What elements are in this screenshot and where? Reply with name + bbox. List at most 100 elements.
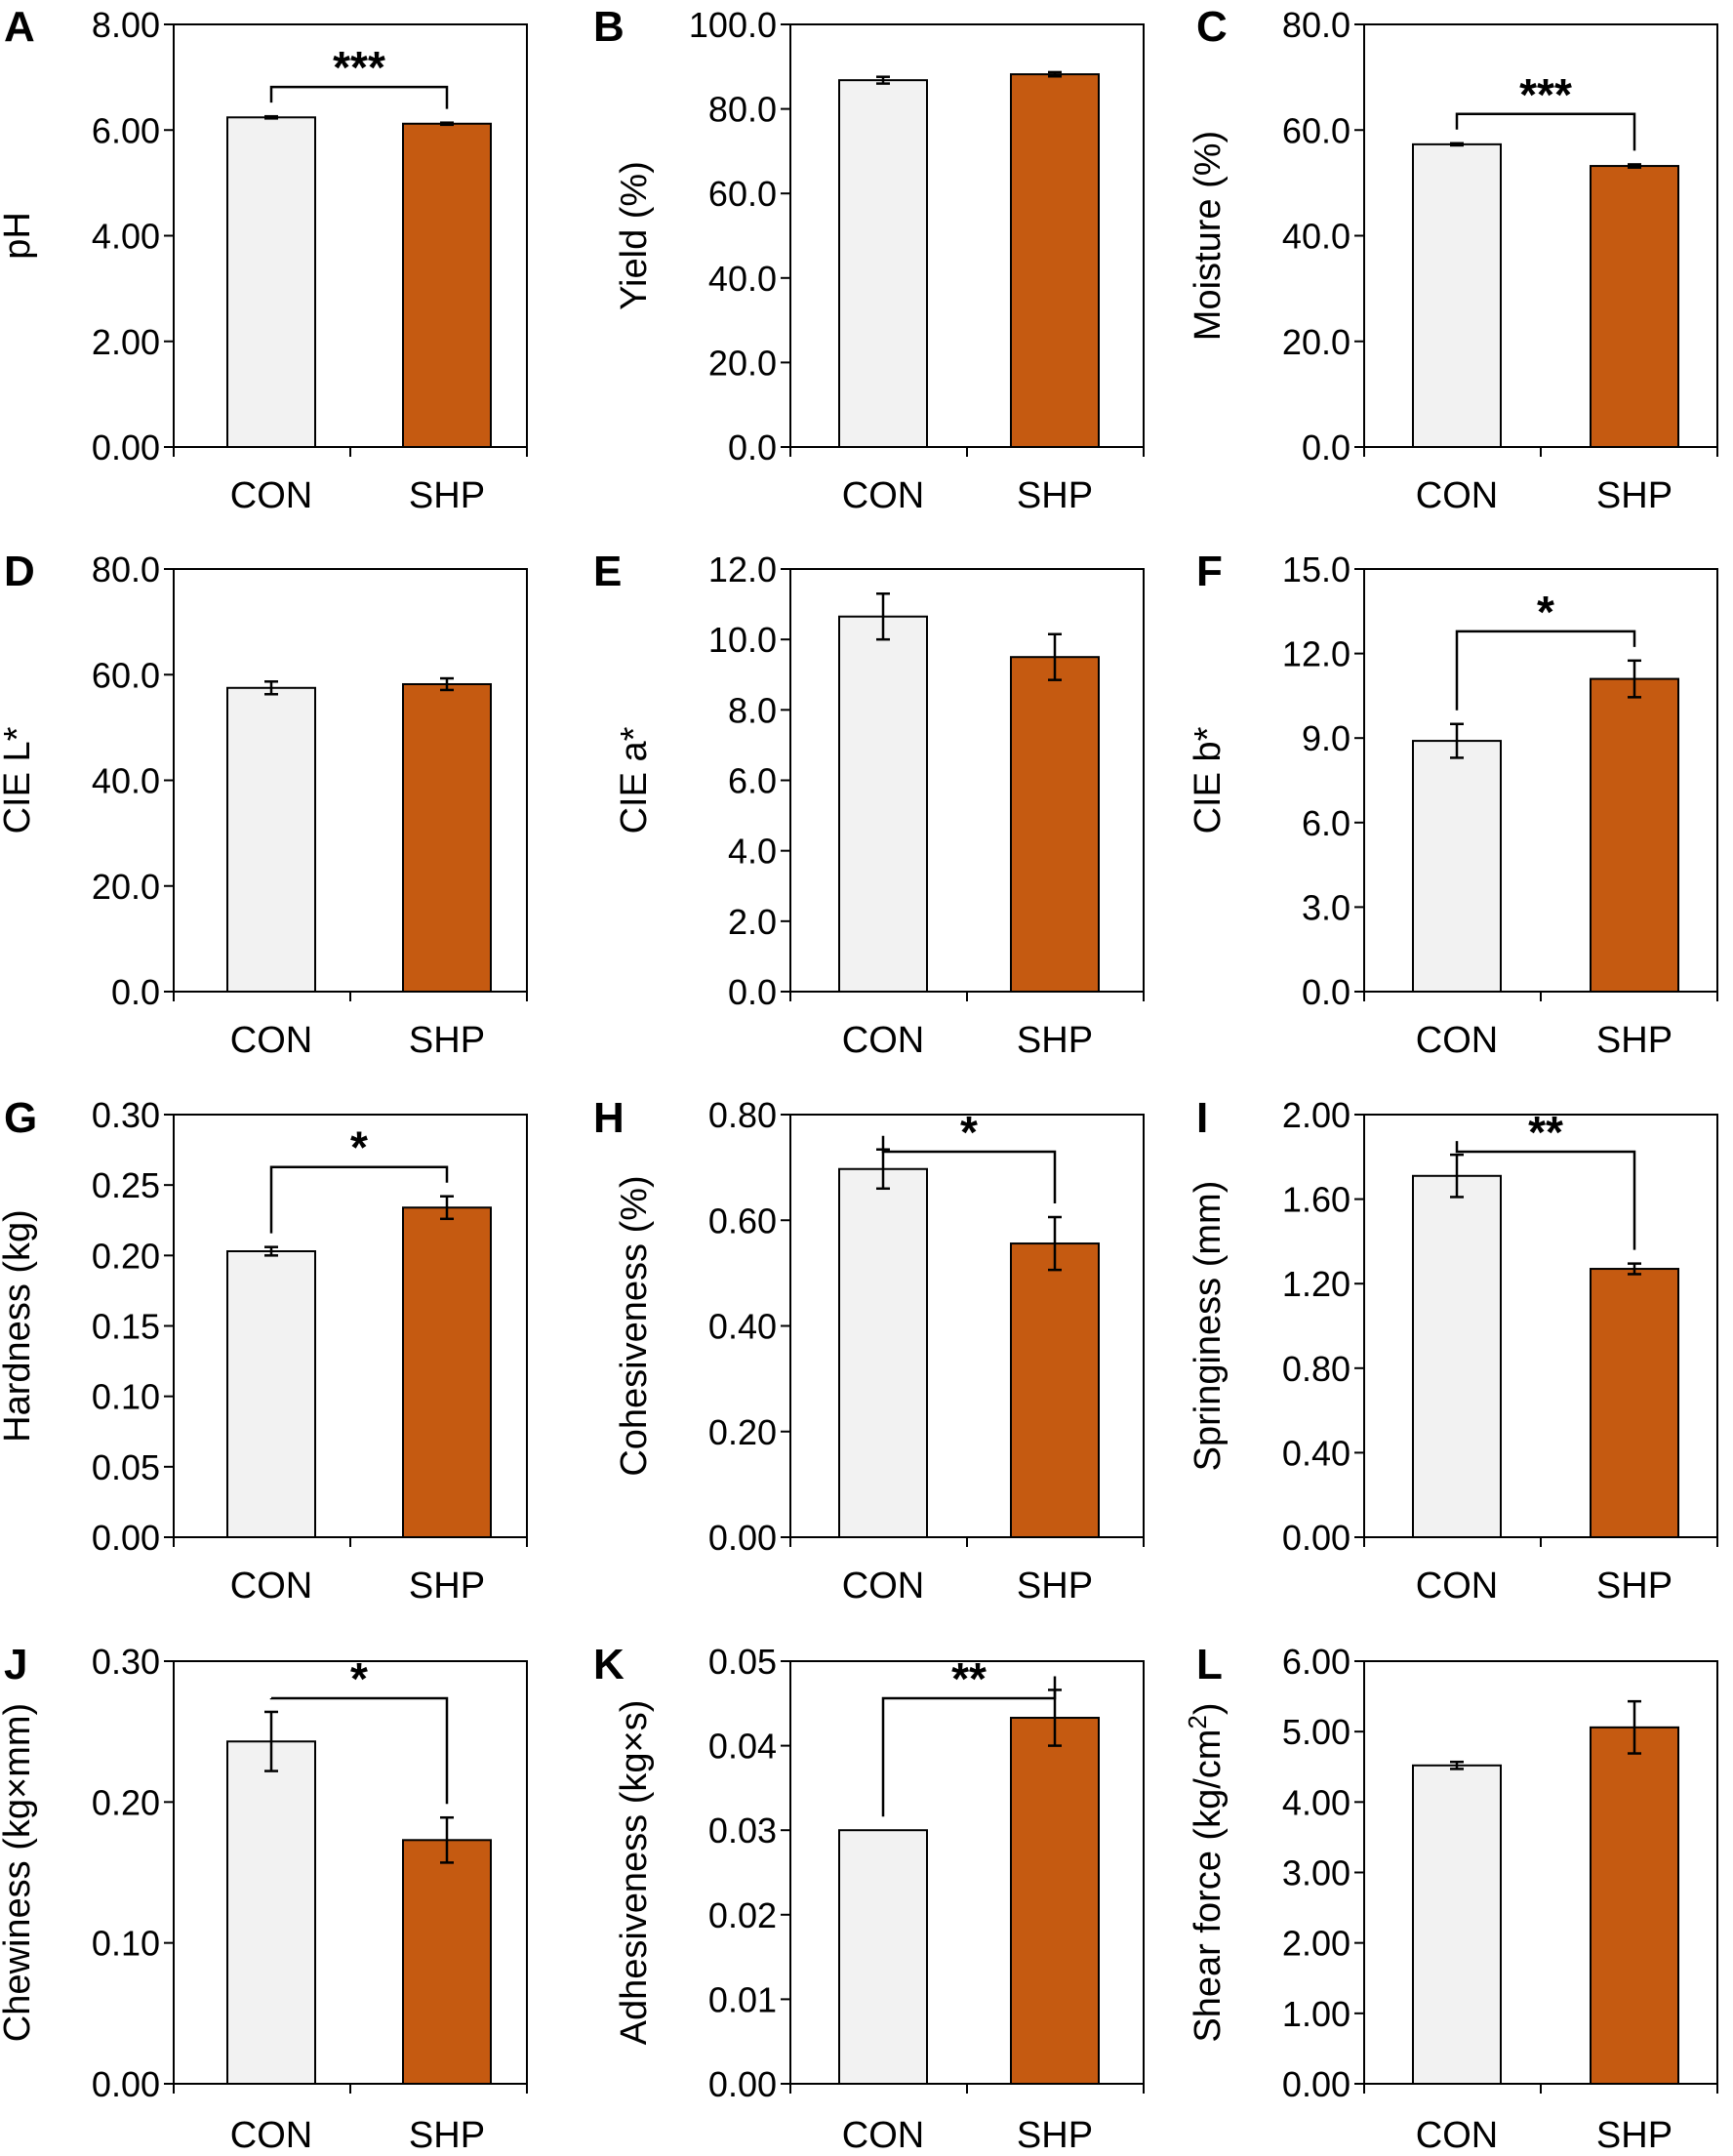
significance-bracket (269, 1165, 449, 1234)
significance-label: ** (951, 1653, 987, 1704)
chart-panel-d: D 0.0 20.0 40.0 60.0 80.0 CIE L* CON SHP (0, 548, 528, 1061)
y-tick-label: 12.0 (708, 549, 777, 590)
panel-letter: F (1196, 548, 1223, 595)
y-tick-label: 0.00 (1282, 1518, 1350, 1558)
bar-con (1412, 740, 1502, 993)
chart-panel-j: J 0.00 0.10 0.20 0.30 Chewiness (kg×mm) CON SHP… (0, 1641, 528, 2156)
bar-con (226, 1250, 316, 1538)
bar-con (838, 615, 928, 994)
significance-label: * (350, 1122, 368, 1173)
bar-shp (1010, 73, 1100, 449)
chart-panel-b: B 0.0 20.0 40.0 60.0 80.0 100.0 Yield (%) CON SHP (593, 3, 1145, 516)
y-tick-label: 12.0 (1282, 634, 1350, 674)
y-tick-label: 6.0 (728, 761, 777, 801)
bar-shp (1590, 165, 1679, 448)
y-tick-label: 0.03 (708, 1810, 777, 1851)
x-category-label: CON (1416, 1566, 1498, 1607)
y-tick-label: 0.30 (92, 1095, 160, 1135)
y-tick-label: 0.0 (728, 972, 777, 1012)
chart-panel-g: G 0.00 0.05 0.10 0.15 0.20 0.25 0.30 Hardness (k… (0, 1094, 528, 1607)
chart-panel-k: K 0.00 0.01 0.02 0.03 0.04 0.05 Adhesiveness (k… (593, 1641, 1145, 2156)
y-axis-title: Chewiness (kg×mm) (0, 1703, 38, 2042)
x-category-label: SHP (1596, 2115, 1673, 2156)
x-category-label: CON (842, 475, 924, 516)
x-category-label: CON (230, 475, 312, 516)
bar-shp (402, 682, 492, 993)
y-tick-label: 6.00 (92, 110, 160, 150)
y-tick-label: 9.0 (1302, 718, 1350, 758)
y-tick-label: 1.00 (1282, 1994, 1350, 2034)
y-tick-label: 0.0 (111, 972, 160, 1012)
panel-letter: J (4, 1641, 27, 1688)
x-category-label: CON (1416, 1020, 1498, 1061)
y-tick-label: 6.00 (1282, 1642, 1350, 1682)
x-category-label: CON (842, 2115, 924, 2156)
y-tick-label: 0.20 (708, 1412, 777, 1452)
significance-bracket (1455, 112, 1636, 151)
x-category-label: SHP (1017, 475, 1093, 516)
y-tick-label: 0.00 (92, 2064, 160, 2104)
x-category-label: SHP (409, 2115, 485, 2156)
chart-panel-a: A 0.00 2.00 4.00 6.00 8.00 pH CON SHP *** (0, 3, 528, 516)
bar-con (226, 116, 316, 448)
x-category-label: CON (230, 1566, 312, 1607)
y-tick-label: 0.10 (92, 1924, 160, 1964)
significance-bracket (269, 85, 449, 109)
y-tick-label: 0.25 (92, 1165, 160, 1205)
bar-con (838, 1829, 928, 2085)
y-tick-label: 40.0 (92, 761, 160, 801)
y-tick-label: 2.0 (728, 902, 777, 942)
y-tick-label: 0.00 (1282, 2064, 1350, 2104)
y-tick-label: 0.05 (92, 1447, 160, 1487)
y-tick-label: 0.80 (708, 1095, 777, 1135)
y-tick-label: 60.0 (708, 174, 777, 214)
x-category-label: SHP (1017, 1566, 1093, 1607)
y-tick-label: 20.0 (92, 867, 160, 907)
y-tick-label: 1.60 (1282, 1180, 1350, 1220)
bar-shp (1590, 1726, 1679, 2085)
panel-letter: H (593, 1094, 625, 1142)
y-axis-title: Springiness (mm) (1188, 1181, 1229, 1472)
y-tick-label: 0.20 (92, 1782, 160, 1822)
y-tick-label: 10.0 (708, 620, 777, 660)
bar-shp (402, 122, 492, 448)
y-tick-label: 60.0 (1282, 110, 1350, 150)
y-tick-label: 80.0 (1282, 5, 1350, 45)
y-axis-title: Hardness (kg) (0, 1209, 38, 1443)
y-tick-label: 0.60 (708, 1200, 777, 1241)
significance-label: * (350, 1653, 368, 1704)
significance-bracket (269, 1696, 449, 1805)
significance-bracket (881, 1135, 1057, 1203)
y-tick-label: 0.40 (708, 1307, 777, 1347)
y-tick-label: 0.30 (92, 1642, 160, 1682)
bar-shp (402, 1839, 492, 2086)
panel-letter: E (593, 548, 622, 595)
panel-letter: C (1196, 3, 1228, 51)
y-tick-label: 15.0 (1282, 549, 1350, 590)
y-tick-label: 40.0 (1282, 217, 1350, 257)
x-category-label: CON (1416, 2115, 1498, 2156)
y-tick-label: 1.20 (1282, 1264, 1350, 1304)
significance-bracket (1455, 630, 1636, 711)
panel-letter: K (593, 1641, 625, 1688)
y-tick-label: 0.80 (1282, 1349, 1350, 1389)
y-axis-title: Yield (%) (614, 161, 655, 310)
y-axis-title: Shear force (kg/cm2) (1183, 1702, 1229, 2042)
y-tick-label: 8.0 (728, 690, 777, 730)
panel-letter: I (1196, 1094, 1208, 1142)
bar-con (226, 1740, 316, 2086)
y-tick-label: 0.15 (92, 1307, 160, 1347)
y-tick-label: 0.01 (708, 1979, 777, 2019)
y-axis-title: CIE b* (1188, 726, 1229, 834)
y-tick-label: 0.02 (708, 1895, 777, 1935)
y-tick-label: 2.00 (92, 322, 160, 362)
bar-shp (1590, 1268, 1679, 1539)
y-tick-label: 4.00 (92, 217, 160, 257)
significance-bracket (881, 1676, 1057, 1817)
significance-label: * (1537, 587, 1554, 637)
panel-letter: A (4, 3, 35, 51)
y-axis-title: CIE L* (0, 726, 38, 834)
bar-shp (1590, 677, 1679, 994)
y-tick-label: 0.0 (1302, 972, 1350, 1012)
x-category-label: SHP (1596, 1020, 1673, 1061)
